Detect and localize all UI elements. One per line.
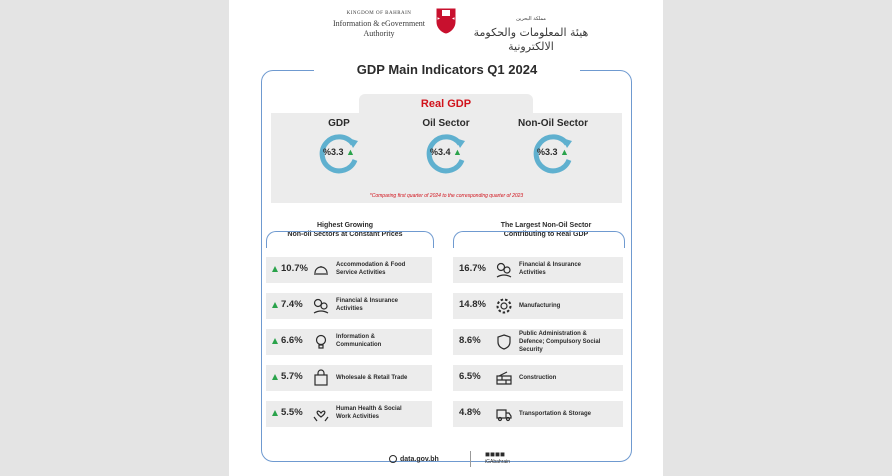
gear-icon xyxy=(495,297,513,315)
circular-arrow-icon xyxy=(426,134,465,174)
header-en-title: Information & eGovernment Authority xyxy=(333,19,425,38)
sector-growth-value: 10.7% xyxy=(281,263,308,274)
growing-sector-row: 7.4% Financial & Insurance Activities xyxy=(266,293,432,319)
up-arrow-icon xyxy=(272,410,278,416)
sector-name: Information & Communication xyxy=(336,334,382,348)
health-hands-icon xyxy=(312,405,330,423)
footer-website[interactable]: data.gov.bh xyxy=(389,455,439,463)
up-arrow-icon xyxy=(272,266,278,272)
header-arabic: مملكة البحرين هيئة المعلومات والحكومة ال… xyxy=(471,12,591,54)
circular-arrow-icon xyxy=(319,134,358,174)
largest-sector-row: 14.8% Manufacturing xyxy=(453,293,623,319)
growing-sector-row: 10.7% Accommodation & Food Service Activi… xyxy=(266,257,432,283)
sector-name: Financial & Insurance Activities xyxy=(336,298,399,312)
growing-sector-row: 5.5% Human Health & Social Work Activitie… xyxy=(266,401,432,427)
footer-divider xyxy=(470,451,471,467)
sector-name: Public Administration & Defence; Compulso… xyxy=(519,331,601,353)
sector-share-value: 4.8% xyxy=(459,407,481,418)
shopping-bag-icon xyxy=(312,369,330,387)
sector-name: Transportation & Storage xyxy=(519,411,592,417)
largest-section-border xyxy=(453,231,625,248)
sector-share-value: 6.5% xyxy=(459,371,481,382)
indicator-oil: Oil Sector %3.4 ▲ xyxy=(396,118,496,176)
sector-growth-value: 5.5% xyxy=(281,407,303,418)
header-english: KINGDOM OF BAHRAIN Information & eGovern… xyxy=(319,9,439,39)
sector-name: Human Health & Social Work Activities xyxy=(336,406,402,420)
lightbulb-icon xyxy=(312,333,330,351)
indicator-oil-value: %3.4 ▲ xyxy=(430,147,462,157)
sector-name: Accommodation & Food Service Activities xyxy=(336,262,406,276)
sector-growth-value: 7.4% xyxy=(281,299,303,310)
brick-wall-icon xyxy=(495,369,513,387)
up-arrow-icon xyxy=(272,338,278,344)
social-icons: ◼◼◼◼ xyxy=(485,452,505,458)
header-ar-kingdom: مملكة البحرين xyxy=(516,16,546,22)
indicator-non-oil: Non-Oil Sector %3.3 ▲ xyxy=(503,118,603,176)
sector-share-value: 8.6% xyxy=(459,335,481,346)
largest-sector-row: 4.8% Transportation & Storage xyxy=(453,401,623,427)
indicator-gdp-name: GDP xyxy=(328,118,350,129)
up-arrow-icon xyxy=(272,302,278,308)
food-cloche-icon xyxy=(312,261,330,279)
indicator-oil-name: Oil Sector xyxy=(422,118,470,129)
finance-icon xyxy=(312,297,330,315)
header-ar-title: هيئة المعلومات والحكومة الالكترونية xyxy=(473,26,589,53)
oil-gauge: %3.4 ▲ xyxy=(424,132,468,176)
largest-section-title: The Largest Non-Oil Sector Contributing t… xyxy=(500,222,592,238)
sector-share-value: 14.8% xyxy=(459,299,486,310)
indicator-gdp: GDP %3.3 ▲ xyxy=(289,118,389,176)
truck-icon xyxy=(495,405,513,423)
comparison-note: *Comparing first quarter of 2024 to the … xyxy=(369,193,524,199)
sector-name: Manufacturing xyxy=(519,303,561,309)
footer-social[interactable]: ◼◼◼◼ iGAbahrain xyxy=(485,452,511,465)
largest-sector-row: 6.5% Construction xyxy=(453,365,623,391)
indicator-gdp-value: %3.3 ▲ xyxy=(323,147,355,157)
gdp-gauge: %3.3 ▲ xyxy=(317,132,361,176)
finance-icon xyxy=(495,261,513,279)
largest-sector-row: 16.7% Financial & Insurance Activities xyxy=(453,257,623,283)
sector-name: Wholesale & Retail Trade xyxy=(336,375,408,381)
shield-icon xyxy=(495,333,513,351)
sector-growth-value: 6.6% xyxy=(281,335,303,346)
growing-sector-row: 5.7% Wholesale & Retail Trade xyxy=(266,365,432,391)
sector-share-value: 16.7% xyxy=(459,263,486,274)
indicator-non-oil-name: Non-Oil Sector xyxy=(517,118,588,129)
bahrain-emblem-icon xyxy=(436,8,456,34)
header-en-kingdom: KINGDOM OF BAHRAIN xyxy=(346,11,412,16)
circular-arrow-icon xyxy=(533,134,572,174)
sector-growth-value: 5.7% xyxy=(281,371,303,382)
globe-icon xyxy=(389,455,397,463)
indicator-non-oil-value: %3.3 ▲ xyxy=(537,147,569,157)
growing-sector-row: 6.6% Information & Communication xyxy=(266,329,432,355)
sector-name: Financial & Insurance Activities xyxy=(519,262,582,276)
non-oil-gauge: %3.3 ▲ xyxy=(531,132,575,176)
largest-sector-row: 8.6% Public Administration & Defence; Com… xyxy=(453,329,623,355)
real-gdp-label: Real GDP xyxy=(359,94,533,114)
infographic-sheet: KINGDOM OF BAHRAIN Information & eGovern… xyxy=(229,0,663,476)
sector-name: Construction xyxy=(519,375,557,381)
page-title: GDP Main Indicators Q1 2024 xyxy=(314,61,580,79)
real-gdp-panel xyxy=(271,113,622,203)
growing-section-border xyxy=(266,231,434,248)
growing-section-title: Highest Growing Non-oil Sectors at Consta… xyxy=(287,222,403,238)
up-arrow-icon xyxy=(272,374,278,380)
